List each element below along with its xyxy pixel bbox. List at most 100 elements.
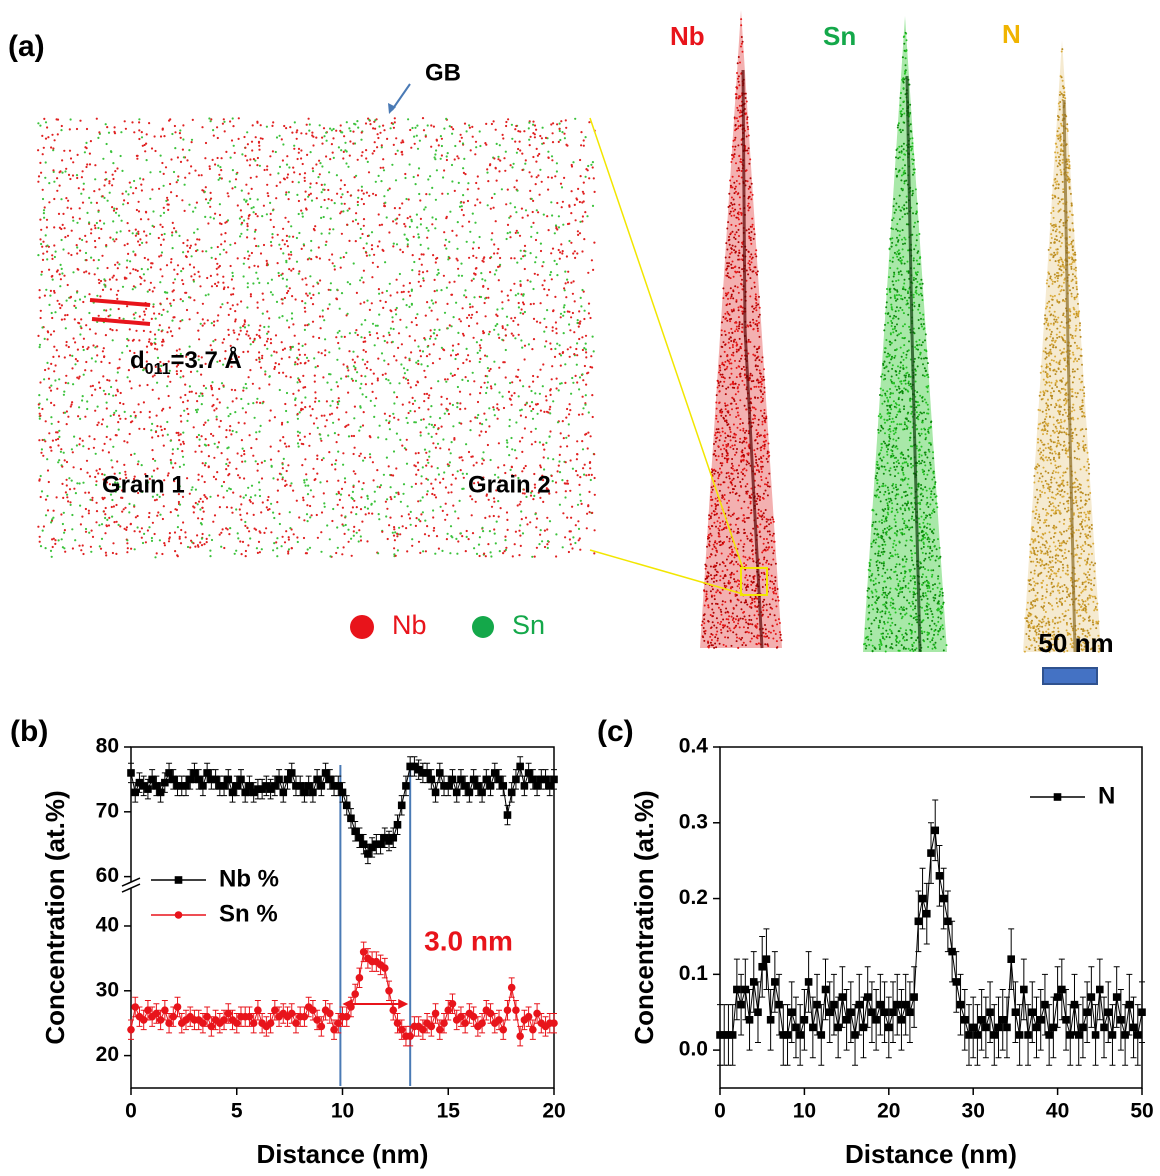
- atom: [395, 313, 398, 316]
- atom: [537, 211, 540, 214]
- atom: [320, 205, 323, 209]
- atom: [270, 354, 273, 357]
- atom: [217, 266, 220, 269]
- atom: [321, 309, 324, 312]
- atom: [519, 149, 522, 152]
- atom: [180, 420, 183, 423]
- atom: [98, 131, 101, 134]
- atom: [337, 450, 340, 453]
- atom: [228, 533, 231, 536]
- atom: [303, 519, 306, 522]
- needle-atom: [755, 255, 758, 258]
- atom: [366, 507, 369, 510]
- needle-atom: [763, 556, 766, 559]
- atom: [304, 277, 307, 280]
- atom: [266, 282, 270, 285]
- atom: [332, 127, 335, 131]
- atom: [95, 480, 98, 483]
- atom: [416, 174, 420, 177]
- atom: [50, 401, 53, 404]
- atom: [534, 261, 537, 264]
- needle-atom: [740, 24, 743, 27]
- atom: [577, 187, 580, 190]
- atom: [531, 417, 535, 420]
- atom: [433, 493, 436, 497]
- needle-atom: [772, 637, 775, 640]
- needle-atom: [732, 448, 735, 450]
- atom: [387, 421, 390, 425]
- atom: [298, 231, 301, 235]
- atom: [243, 326, 247, 329]
- atom: [283, 124, 286, 128]
- atom: [591, 166, 594, 169]
- atom: [462, 167, 465, 170]
- atom: [365, 395, 368, 399]
- atom: [69, 354, 72, 357]
- needle-atom: [750, 637, 753, 640]
- atom: [561, 479, 564, 482]
- atom: [320, 216, 323, 219]
- atom: [487, 287, 490, 290]
- atom: [213, 442, 216, 445]
- atom: [488, 330, 491, 333]
- atom: [103, 283, 106, 286]
- atom: [141, 541, 145, 545]
- atom: [104, 334, 107, 337]
- needle-atom: [731, 612, 734, 615]
- atom: [94, 452, 97, 455]
- atom: [302, 386, 305, 389]
- atom: [522, 312, 525, 315]
- atom: [249, 295, 252, 298]
- atom: [43, 206, 46, 209]
- atom: [323, 319, 326, 322]
- atom: [99, 279, 103, 283]
- atom: [168, 406, 171, 409]
- atom: [459, 320, 462, 323]
- atom: [222, 287, 225, 291]
- atom: [241, 540, 245, 544]
- atom: [555, 227, 558, 230]
- atom: [581, 250, 584, 253]
- atom: [529, 303, 532, 306]
- atom: [37, 175, 41, 178]
- atom: [178, 503, 182, 506]
- atom: [526, 214, 529, 217]
- atom: [345, 251, 348, 254]
- atom: [64, 491, 67, 494]
- atom: [570, 212, 573, 215]
- atom: [354, 331, 357, 334]
- atom: [104, 506, 107, 510]
- atom: [224, 221, 227, 224]
- atom: [254, 460, 257, 463]
- atom: [450, 126, 453, 129]
- atom: [56, 387, 59, 390]
- atom: [283, 347, 286, 350]
- needle-atom: [728, 235, 730, 238]
- atom: [106, 199, 109, 202]
- atom: [529, 521, 532, 524]
- atom: [57, 444, 60, 447]
- atom: [213, 456, 216, 459]
- atom: [196, 408, 199, 411]
- atom: [411, 126, 414, 130]
- atom: [212, 340, 215, 343]
- atom: [461, 472, 464, 475]
- atom: [417, 167, 421, 170]
- atom: [431, 492, 434, 496]
- atom: [270, 531, 273, 534]
- needle-atom: [703, 622, 706, 625]
- atom: [46, 126, 49, 129]
- atom: [385, 378, 388, 381]
- needle-atom: [752, 328, 755, 330]
- atom: [426, 124, 429, 127]
- atom: [484, 516, 487, 520]
- atom: [40, 448, 44, 451]
- atom: [553, 259, 556, 262]
- atom: [173, 531, 177, 534]
- atom: [72, 383, 75, 386]
- needle-atom: [731, 458, 734, 460]
- atom: [293, 144, 296, 147]
- atom: [115, 379, 118, 382]
- atom: [207, 201, 210, 205]
- atom: [577, 325, 580, 328]
